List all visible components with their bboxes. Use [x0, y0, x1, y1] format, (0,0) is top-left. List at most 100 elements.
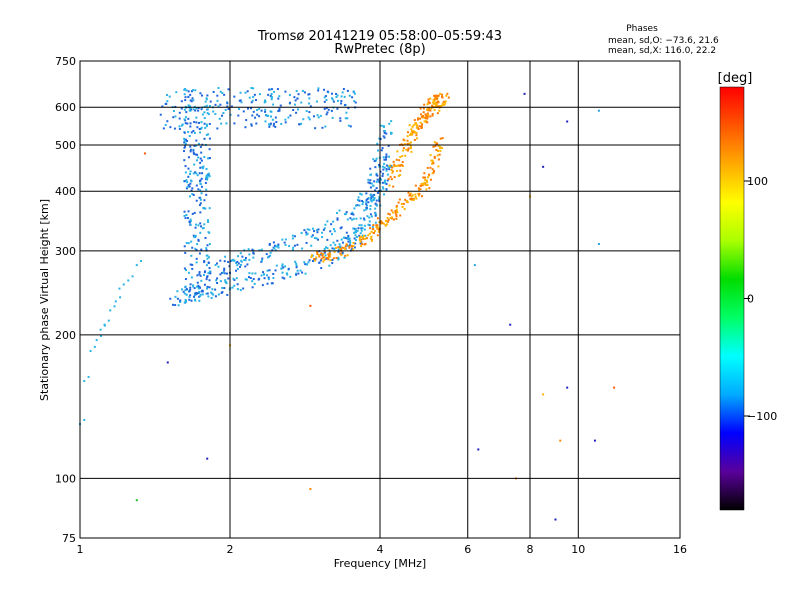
data-point	[266, 282, 269, 285]
data-point	[192, 99, 195, 102]
data-point	[204, 207, 207, 210]
data-point	[345, 211, 348, 214]
data-point	[277, 246, 280, 249]
data-point	[433, 100, 436, 103]
data-point	[205, 104, 208, 107]
data-point	[247, 276, 250, 279]
data-point	[378, 199, 381, 202]
data-point	[337, 246, 340, 249]
data-point	[353, 246, 356, 249]
data-point	[359, 232, 362, 235]
y-tick-label: 400	[55, 185, 76, 198]
data-point	[215, 262, 218, 265]
data-point	[337, 248, 340, 251]
data-point	[329, 244, 332, 247]
data-point	[431, 104, 434, 107]
data-point	[423, 103, 426, 106]
data-point	[381, 186, 384, 189]
data-point	[426, 166, 429, 169]
data-point	[198, 196, 201, 199]
data-point	[178, 111, 181, 114]
data-point	[289, 114, 292, 117]
data-point	[199, 92, 202, 95]
data-point	[324, 223, 327, 226]
data-point	[268, 269, 271, 272]
data-point	[361, 227, 364, 230]
data-point	[207, 272, 210, 275]
data-point	[420, 126, 423, 129]
data-point	[385, 188, 388, 191]
data-point	[268, 88, 271, 91]
data-point	[273, 90, 276, 93]
data-point	[183, 131, 186, 134]
data-point	[195, 107, 198, 110]
data-point	[360, 224, 363, 227]
data-point	[322, 256, 325, 259]
data-point	[369, 237, 372, 240]
data-point	[191, 263, 194, 266]
data-point	[252, 251, 255, 254]
data-point	[192, 234, 195, 237]
data-point	[262, 273, 265, 276]
data-point	[187, 271, 190, 274]
data-point	[227, 277, 230, 280]
data-point	[281, 264, 284, 267]
data-point	[189, 106, 192, 109]
data-point	[323, 227, 326, 230]
data-point	[200, 121, 203, 124]
data-point	[189, 283, 192, 286]
data-point	[431, 160, 434, 163]
data-point	[427, 100, 430, 103]
data-point	[314, 259, 317, 262]
data-point	[332, 241, 335, 244]
data-point	[354, 242, 357, 245]
data-point	[380, 124, 383, 127]
data-point	[378, 198, 381, 201]
data-point	[426, 117, 429, 120]
data-point	[318, 255, 321, 258]
data-point	[306, 232, 309, 235]
data-point	[342, 247, 345, 250]
data-point	[197, 188, 200, 191]
data-point	[198, 204, 201, 207]
data-point	[201, 166, 204, 169]
data-point	[356, 198, 359, 201]
data-point	[227, 88, 230, 91]
data-point	[183, 108, 186, 111]
data-point	[345, 243, 348, 246]
data-point	[428, 173, 431, 176]
data-point	[196, 126, 199, 129]
data-point	[398, 159, 401, 162]
data-point	[378, 165, 381, 168]
data-point	[204, 100, 207, 103]
data-point	[386, 223, 389, 226]
data-point	[412, 199, 415, 202]
data-point	[210, 291, 213, 294]
data-point	[383, 131, 386, 134]
data-point	[427, 109, 430, 112]
data-point	[415, 132, 418, 135]
data-point	[407, 148, 410, 151]
data-point	[184, 122, 187, 125]
data-point	[201, 227, 204, 230]
data-point	[183, 159, 186, 162]
x-tick-label: 6	[464, 543, 471, 556]
data-point	[374, 230, 377, 233]
data-point	[348, 246, 351, 249]
data-point	[289, 275, 292, 278]
data-point	[191, 267, 194, 270]
chart-subtitle: RwPretec (8p)	[334, 42, 425, 57]
data-point	[345, 237, 348, 240]
data-point	[255, 99, 258, 102]
data-point	[289, 101, 292, 104]
data-point	[419, 121, 422, 124]
data-point	[171, 303, 174, 306]
data-point	[258, 115, 261, 118]
data-point	[261, 284, 264, 287]
data-point	[189, 182, 192, 185]
data-point	[380, 221, 383, 224]
data-point	[415, 197, 418, 200]
data-point	[127, 279, 130, 282]
data-point	[372, 198, 375, 201]
data-point	[236, 283, 239, 286]
